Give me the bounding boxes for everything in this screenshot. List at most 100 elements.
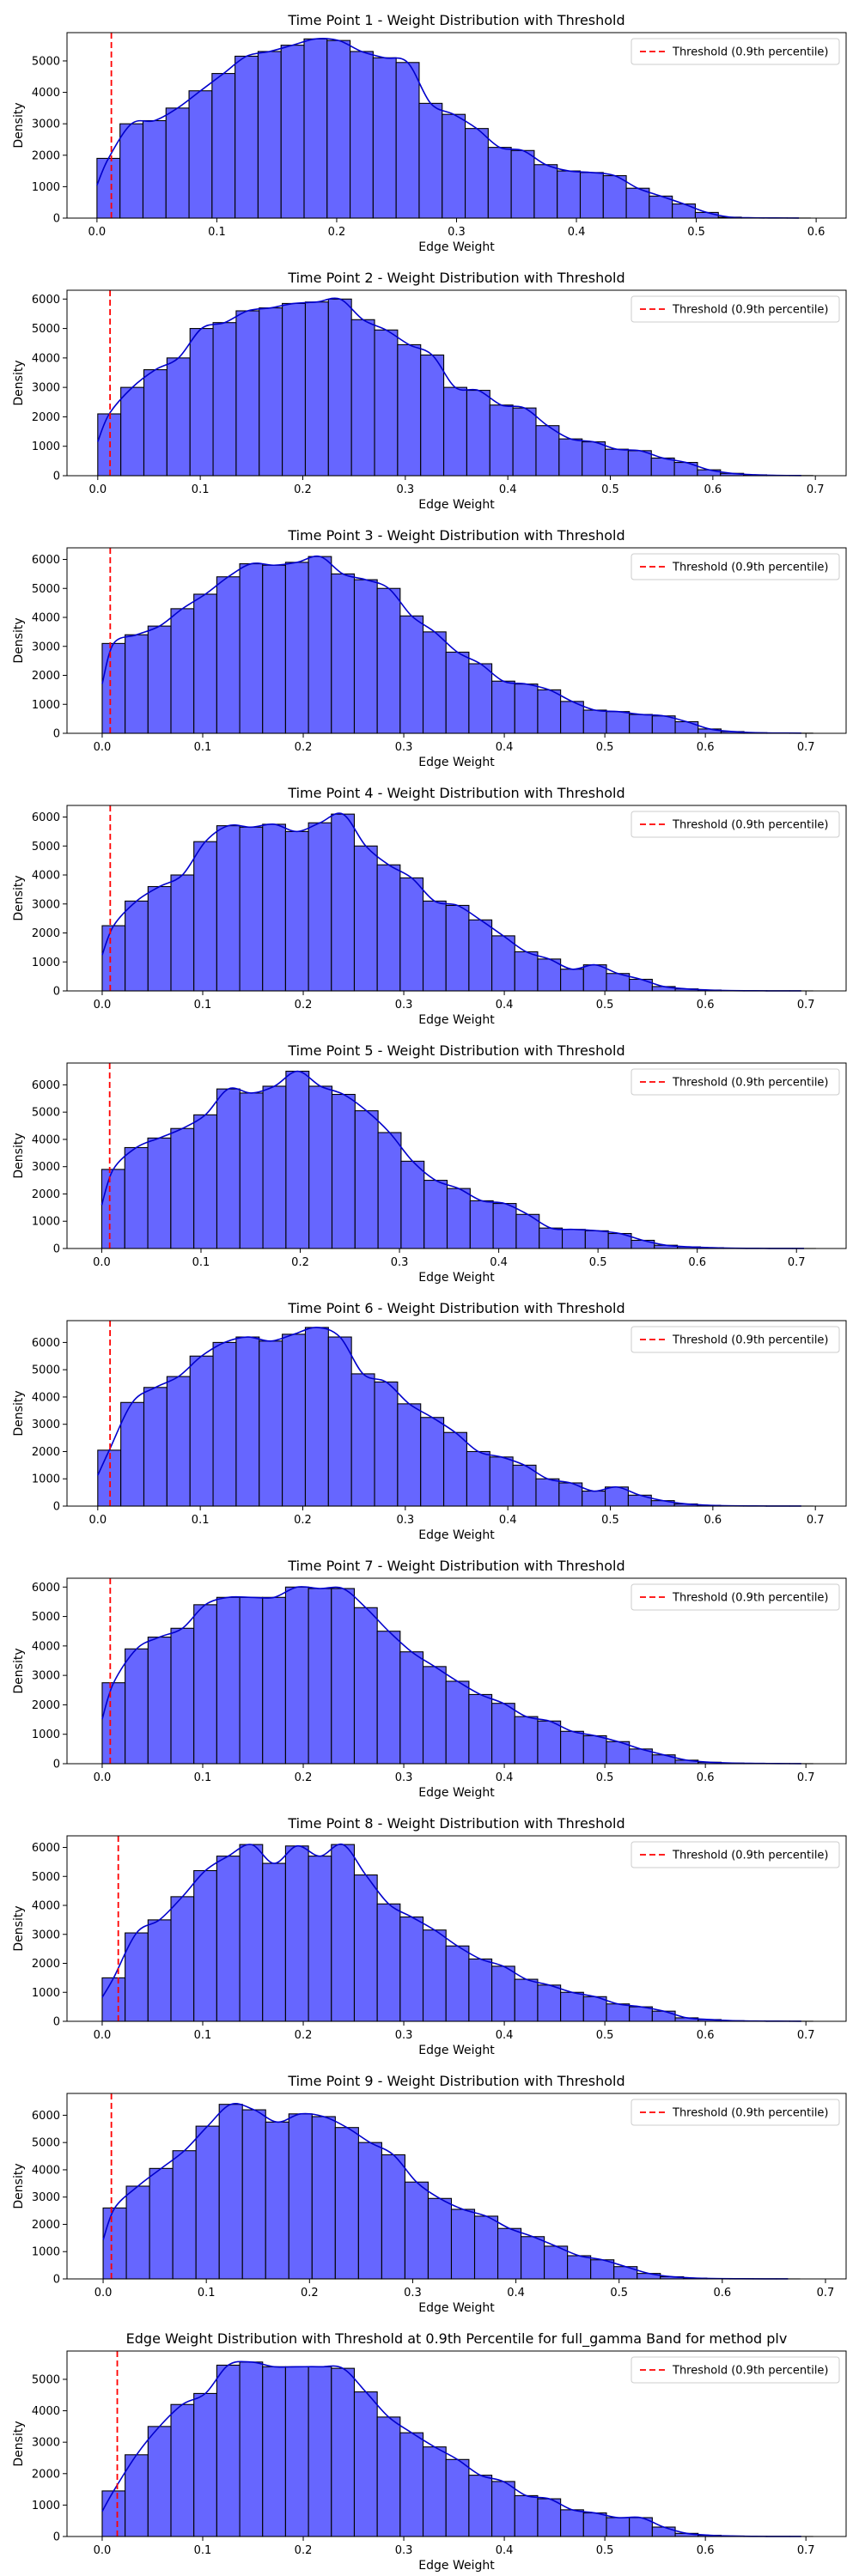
x-tick-label: 0.0: [94, 2544, 112, 2557]
legend-label: Threshold (0.9th percentile): [672, 1592, 829, 1605]
histogram-bar: [125, 634, 149, 734]
x-tick-label: 0.6: [807, 226, 825, 239]
histogram-bar: [308, 1588, 332, 1765]
histogram-bar: [606, 711, 631, 734]
histogram-bar: [327, 1336, 352, 1507]
kde-curve: [101, 1585, 801, 1765]
histogram-bar: [188, 90, 213, 219]
x-tick-label: 0.5: [687, 226, 705, 239]
histogram-bar: [282, 1334, 307, 1507]
y-tick-label: 2000: [32, 670, 60, 683]
histogram-bar: [445, 904, 470, 992]
histogram-bar: [521, 2236, 545, 2280]
histogram-bar: [539, 1227, 564, 1249]
x-tick-label: 0.1: [192, 483, 210, 496]
histogram-bar: [560, 701, 584, 734]
y-axis: 0 1000 2000 3000 4000 5000 6000: [32, 294, 67, 483]
histogram-bar: [422, 1666, 447, 1765]
histogram-bar: [514, 1978, 539, 2022]
histogram-bar: [395, 62, 420, 219]
kde-curve: [101, 812, 801, 992]
histogram-bar: [629, 714, 653, 734]
x-axis: 0.0 0.1 0.2 0.3 0.4 0.5 0.6 0.7: [88, 1506, 825, 1527]
y-tick-label: 4000: [32, 1133, 60, 1146]
histogram-bar: [560, 969, 584, 992]
histogram-bar: [445, 1680, 470, 1765]
x-tick-label: 0.1: [192, 1514, 210, 1527]
y-tick-label: 3000: [32, 898, 60, 911]
y-axis: 0 1000 2000 3000 4000 5000 6000: [32, 1079, 67, 1256]
y-tick-label: 0: [53, 2274, 60, 2287]
x-axis: 0.0 0.1 0.2 0.3 0.4 0.5 0.6: [88, 218, 825, 239]
histogram-bar: [537, 958, 562, 992]
y-tick-label: 0: [53, 728, 60, 741]
histogram-bar: [353, 845, 378, 992]
histogram-bar: [239, 1092, 264, 1249]
x-tick-label: 0.7: [797, 741, 815, 754]
histogram-bar: [579, 172, 604, 219]
histogram-bar: [497, 2227, 522, 2280]
histogram-bar: [629, 2006, 653, 2022]
y-axis-label: Density: [12, 360, 26, 405]
histogram-bar: [124, 1146, 149, 1249]
histogram-bar: [510, 149, 535, 219]
x-tick-label: 0.3: [391, 1256, 409, 1269]
x-tick-label: 0.3: [395, 1771, 413, 1784]
chart-panel-2: Time Point 2 - Weight Distribution with …: [0, 258, 859, 515]
histogram-bar: [282, 302, 307, 477]
y-axis-label: Density: [12, 1133, 26, 1178]
histogram-bar: [119, 123, 144, 219]
histogram-bar: [170, 2403, 195, 2537]
chart-panel-3: Time Point 3 - Weight Distribution with …: [0, 515, 859, 773]
histogram-bar: [464, 128, 489, 219]
histogram-bar: [651, 2010, 676, 2022]
x-tick-label: 0.2: [294, 483, 312, 496]
histogram-bar: [420, 354, 445, 477]
legend: Threshold (0.9th percentile): [631, 811, 840, 838]
histogram-bar: [239, 1596, 264, 1765]
y-tick-label: 5000: [32, 1611, 60, 1624]
x-tick-label: 0.7: [797, 2544, 815, 2557]
legend-box: [631, 811, 840, 838]
y-tick-label: 5000: [32, 1107, 60, 1120]
histogram-bar: [544, 2245, 569, 2280]
y-tick-label: 6000: [32, 1079, 60, 1092]
plot-frame: [66, 2350, 847, 2537]
histogram-bar: [193, 841, 217, 992]
legend-label: Threshold (0.9th percentile): [672, 1850, 829, 1862]
y-tick-label: 3000: [32, 1670, 60, 1683]
legend: Threshold (0.9th percentile): [631, 1068, 840, 1096]
histogram-bar: [101, 1169, 125, 1249]
histogram-bar: [216, 825, 241, 992]
histogram-bar: [694, 211, 719, 219]
y-tick-label: 0: [53, 2531, 60, 2544]
x-axis: 0.0 0.1 0.2 0.3 0.4 0.5 0.6 0.7: [94, 2537, 815, 2557]
histogram-bar: [491, 680, 515, 734]
chart-title: Edge Weight Distribution with Threshold …: [126, 2330, 788, 2348]
histogram-bar: [399, 1916, 424, 2022]
y-tick-label: 2000: [32, 1188, 60, 1201]
x-tick-label: 0.1: [194, 2029, 212, 2042]
histogram-bar: [631, 1239, 655, 1249]
histogram-bar: [334, 2127, 359, 2280]
x-axis: 0.0 0.1 0.2 0.3 0.4 0.5 0.6 0.7: [94, 2021, 815, 2042]
legend-box: [631, 1068, 840, 1096]
histogram-bar: [212, 1341, 237, 1507]
x-tick-label: 0.4: [496, 2029, 514, 2042]
x-tick-label: 0.6: [697, 741, 715, 754]
histogram-bar: [674, 720, 699, 734]
histogram-bar: [537, 689, 562, 734]
x-tick-label: 0.4: [499, 483, 517, 496]
kde-curve: [101, 1070, 805, 1249]
histogram-bar: [557, 170, 582, 219]
x-tick-label: 0.0: [94, 999, 112, 1012]
bars: [101, 556, 813, 734]
histogram-bar: [193, 2392, 217, 2537]
histogram-bar: [582, 1996, 607, 2022]
histogram-bar: [582, 709, 607, 734]
histogram-bar: [195, 2125, 220, 2280]
legend-box: [631, 38, 840, 65]
x-tick-label: 0.1: [208, 226, 226, 239]
histogram-bar: [397, 1403, 422, 1507]
y-tick-label: 3000: [32, 1161, 60, 1174]
